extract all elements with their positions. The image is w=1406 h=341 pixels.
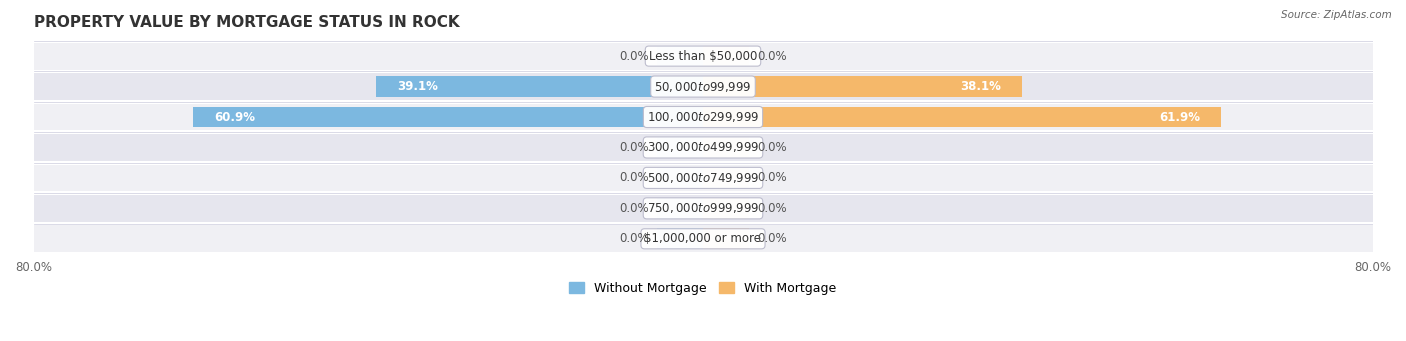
Text: 60.9%: 60.9%	[214, 110, 256, 123]
Text: $750,000 to $999,999: $750,000 to $999,999	[647, 201, 759, 216]
Text: 0.0%: 0.0%	[758, 232, 787, 245]
Bar	[34, 73, 1372, 100]
Text: 0.0%: 0.0%	[758, 202, 787, 215]
Bar	[703, 76, 1022, 97]
Bar	[657, 46, 703, 66]
Text: $500,000 to $749,999: $500,000 to $749,999	[647, 171, 759, 185]
Text: $100,000 to $299,999: $100,000 to $299,999	[647, 110, 759, 124]
Text: 0.0%: 0.0%	[758, 172, 787, 184]
Bar	[34, 134, 1372, 161]
Bar	[34, 164, 1372, 191]
Bar	[703, 137, 749, 158]
Text: 39.1%: 39.1%	[396, 80, 437, 93]
Text: $300,000 to $499,999: $300,000 to $499,999	[647, 140, 759, 154]
Text: 0.0%: 0.0%	[619, 202, 648, 215]
Bar	[703, 107, 1220, 127]
Text: PROPERTY VALUE BY MORTGAGE STATUS IN ROCK: PROPERTY VALUE BY MORTGAGE STATUS IN ROC…	[34, 15, 460, 30]
Bar	[657, 228, 703, 249]
Bar	[34, 195, 1372, 222]
Text: 0.0%: 0.0%	[619, 172, 648, 184]
Text: 0.0%: 0.0%	[758, 141, 787, 154]
Bar	[703, 167, 749, 188]
Bar	[657, 167, 703, 188]
Text: 0.0%: 0.0%	[619, 49, 648, 63]
Text: 0.0%: 0.0%	[619, 232, 648, 245]
Bar	[703, 228, 749, 249]
Bar	[657, 198, 703, 219]
Text: $1,000,000 or more: $1,000,000 or more	[644, 232, 762, 245]
Bar	[34, 225, 1372, 252]
Text: Source: ZipAtlas.com: Source: ZipAtlas.com	[1281, 10, 1392, 20]
Bar	[375, 76, 703, 97]
Bar	[657, 137, 703, 158]
Text: Less than $50,000: Less than $50,000	[648, 49, 758, 63]
Bar	[703, 46, 749, 66]
Bar	[703, 198, 749, 219]
Bar	[34, 43, 1372, 70]
Bar	[194, 107, 703, 127]
Text: 0.0%: 0.0%	[619, 141, 648, 154]
Bar	[34, 104, 1372, 130]
Legend: Without Mortgage, With Mortgage: Without Mortgage, With Mortgage	[569, 282, 837, 295]
Text: 38.1%: 38.1%	[960, 80, 1001, 93]
Text: $50,000 to $99,999: $50,000 to $99,999	[654, 79, 752, 93]
Text: 61.9%: 61.9%	[1159, 110, 1201, 123]
Text: 0.0%: 0.0%	[758, 49, 787, 63]
